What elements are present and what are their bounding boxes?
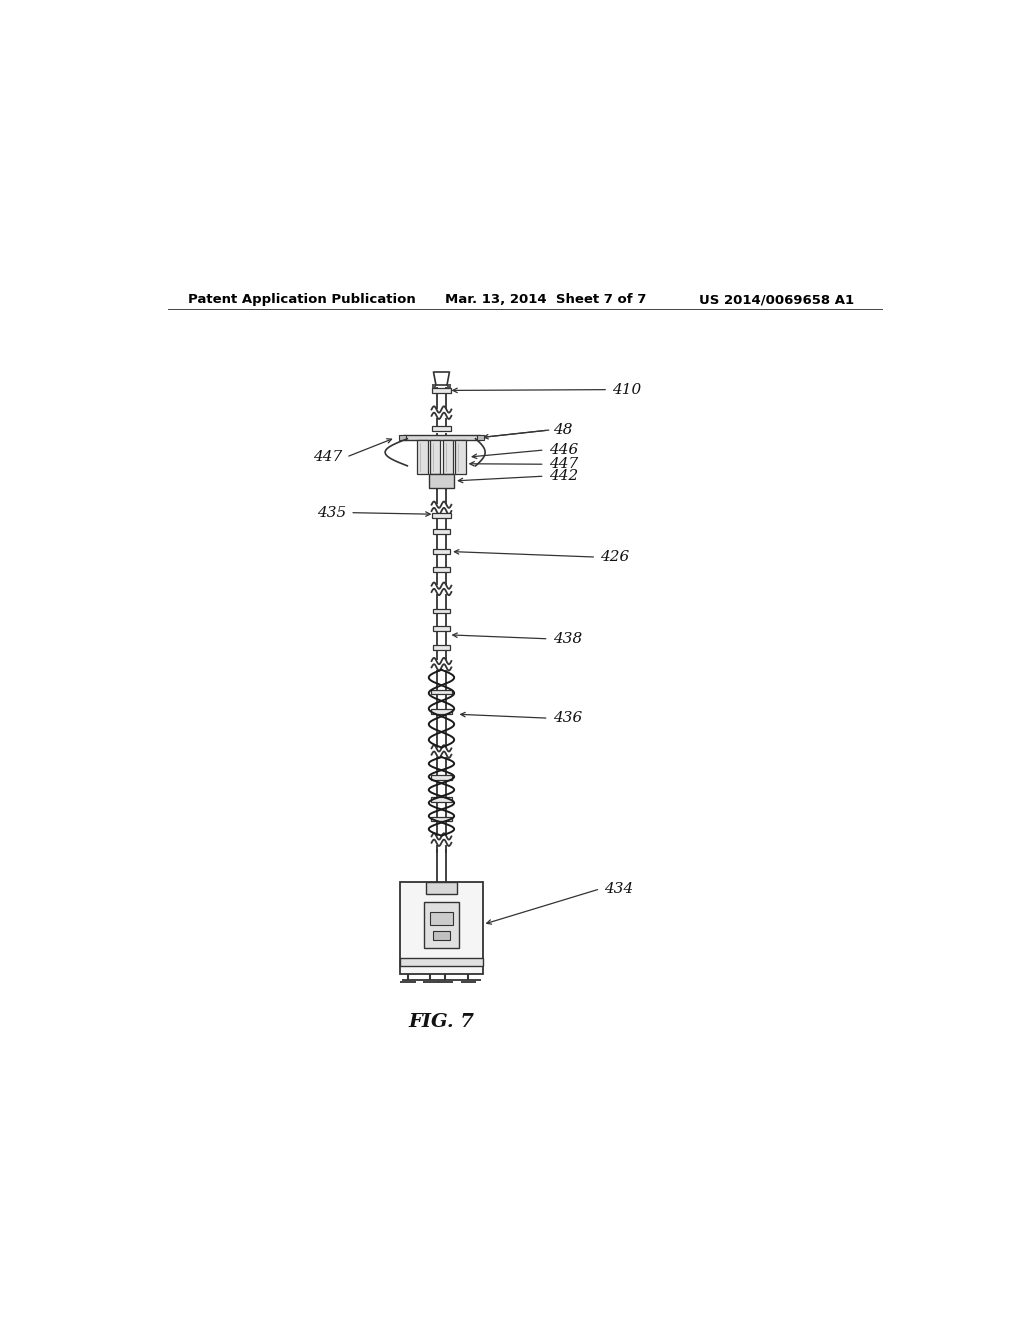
Bar [442,441,453,474]
Bar [431,797,452,801]
Text: 446: 446 [549,444,578,457]
Bar [431,775,452,780]
Bar [398,434,406,441]
Bar [432,513,451,519]
Text: 447: 447 [549,457,578,471]
Text: Mar. 13, 2014  Sheet 7 of 7: Mar. 13, 2014 Sheet 7 of 7 [445,293,647,306]
Bar [433,549,451,554]
Bar [433,931,451,940]
Text: 48: 48 [553,424,572,437]
Text: 426: 426 [600,550,630,564]
Bar [433,568,451,572]
Bar [432,388,451,393]
Bar [431,709,452,714]
Bar [403,434,479,441]
Bar [430,441,440,474]
Bar [433,645,451,649]
Bar [456,441,466,474]
Bar [426,883,458,895]
Bar [433,529,451,535]
Text: 435: 435 [317,506,346,520]
Bar [417,441,428,474]
Text: US 2014/0069658 A1: US 2014/0069658 A1 [699,293,854,306]
Text: 434: 434 [604,882,634,896]
Bar [431,689,452,694]
Text: 436: 436 [553,711,582,725]
Text: 442: 442 [549,469,578,483]
Bar [433,626,451,631]
Text: 438: 438 [553,632,582,645]
Bar [400,958,482,966]
Bar [433,609,451,614]
Text: 410: 410 [612,383,641,396]
Bar [430,912,454,924]
Bar [424,903,459,948]
Bar [431,817,452,821]
Text: FIG. 7: FIG. 7 [409,1014,474,1031]
Bar [432,426,451,430]
Bar [477,434,484,441]
Bar [429,474,455,488]
Bar [400,883,482,974]
Text: 447: 447 [313,450,342,465]
Text: Patent Application Publication: Patent Application Publication [187,293,416,306]
